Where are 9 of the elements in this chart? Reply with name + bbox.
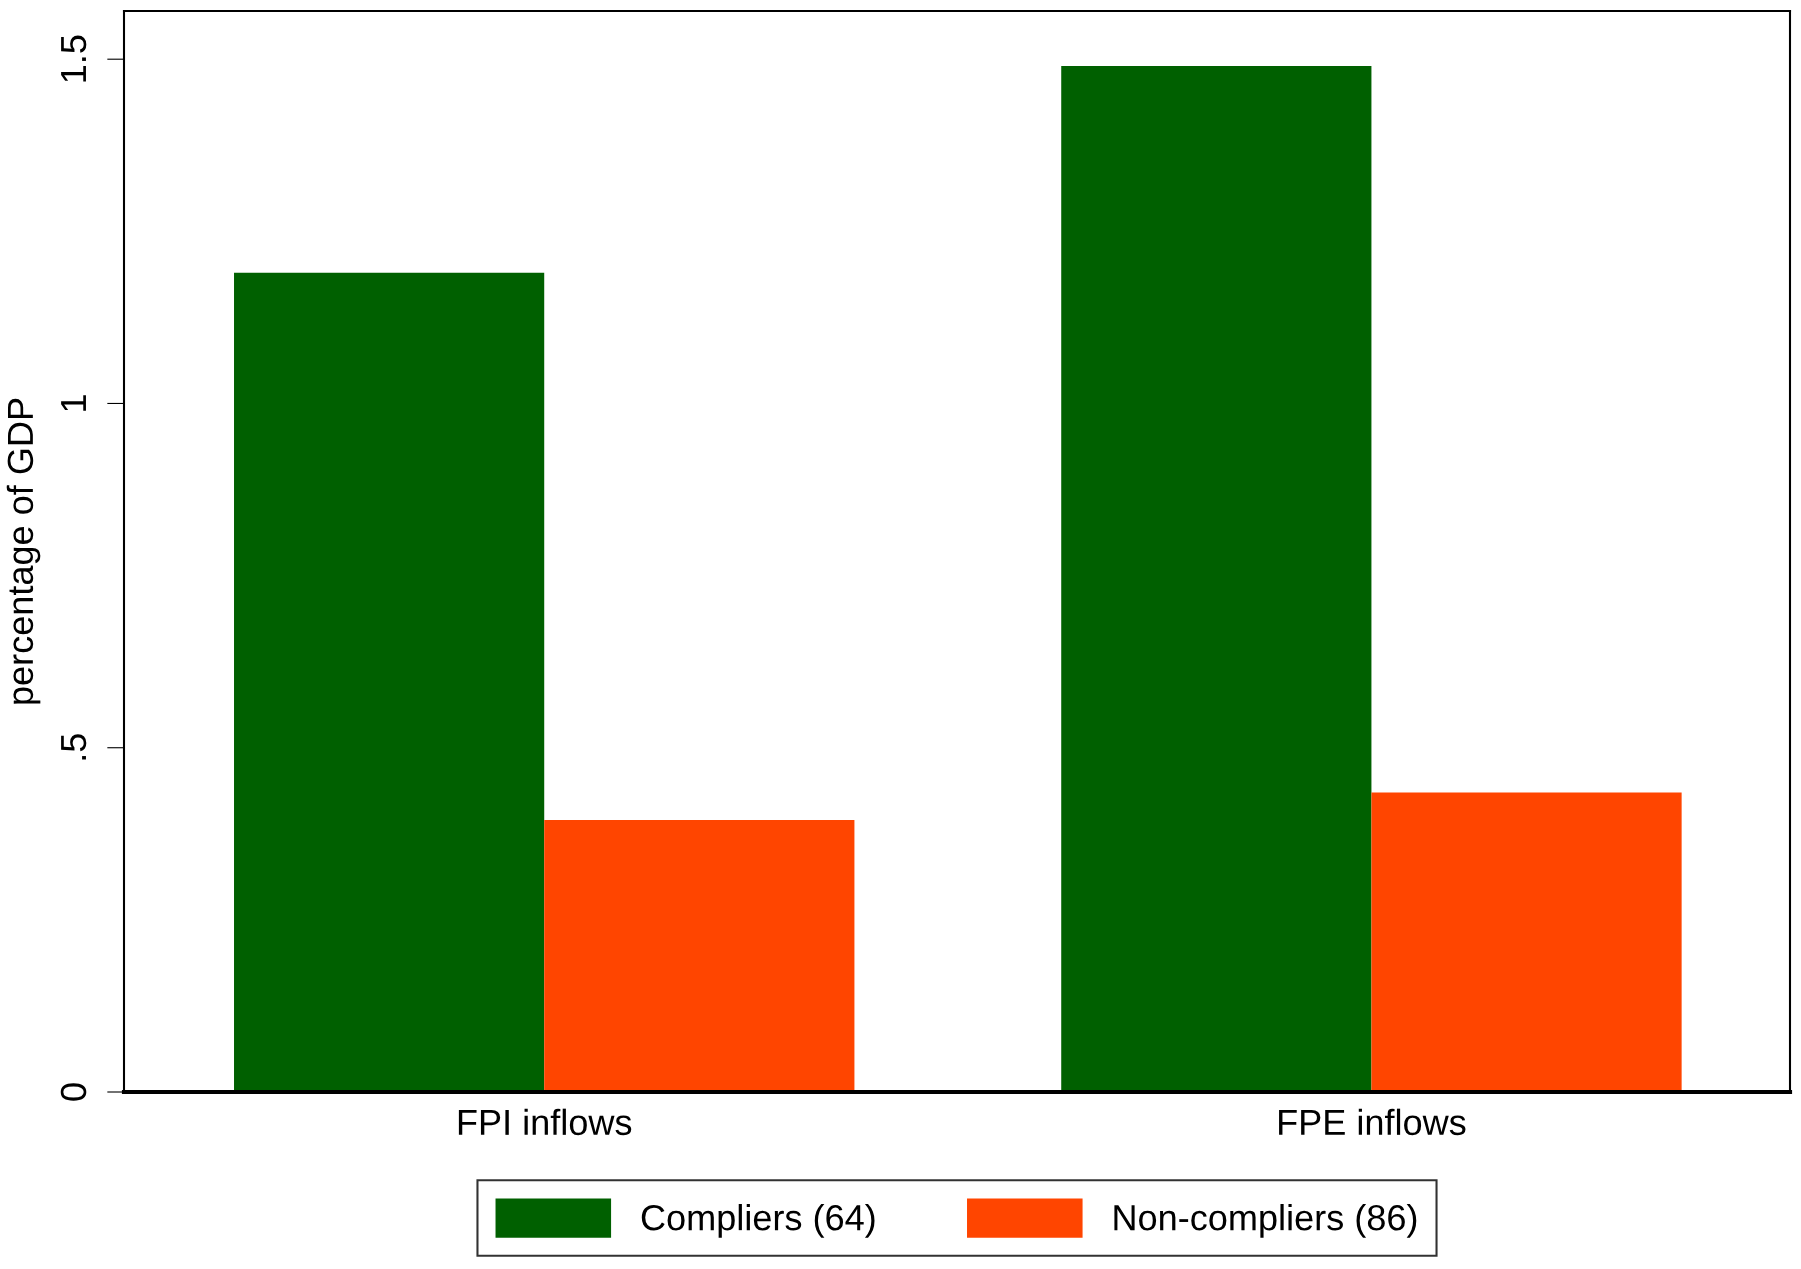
y-tick-label: .5 bbox=[61, 734, 87, 760]
y-tick-label: 1 bbox=[61, 395, 86, 411]
y-tick-label: 1.5 bbox=[61, 35, 87, 82]
y-tick-label: 0 bbox=[60, 1083, 87, 1101]
x-tick-label: FPI inflows bbox=[458, 1108, 632, 1136]
legend-label: Compliers (64) bbox=[641, 1203, 875, 1238]
x-tick-label: FPE inflows bbox=[1279, 1108, 1466, 1136]
legend-label: Non-compliers (86) bbox=[1114, 1203, 1417, 1238]
y-axis-title: percentage of GDP bbox=[6, 398, 41, 704]
